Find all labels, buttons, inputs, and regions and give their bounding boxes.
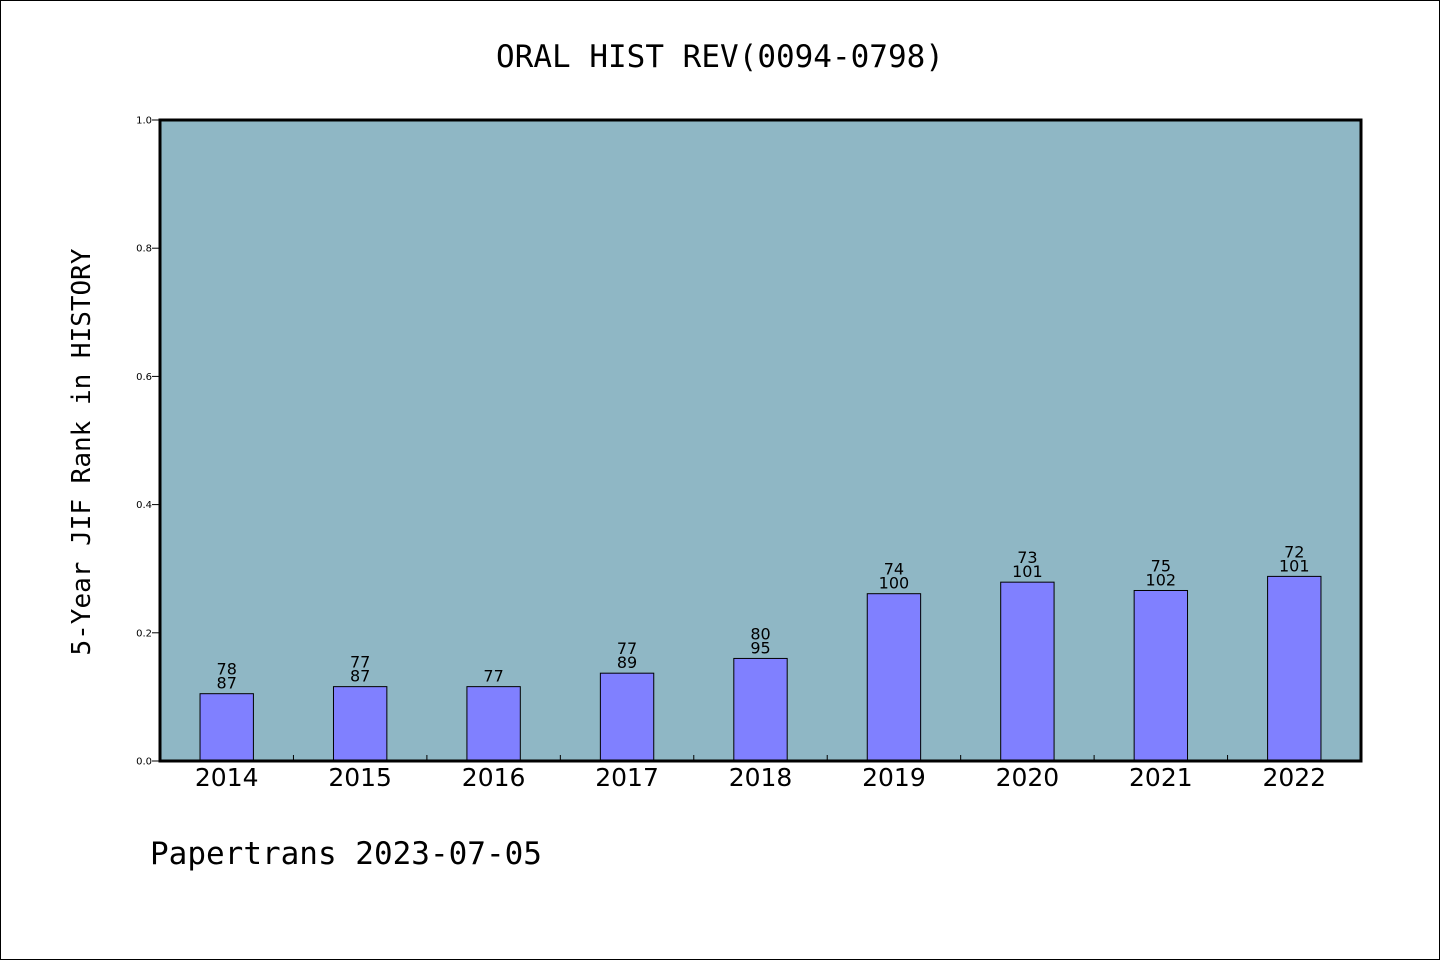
chart-title: ORAL HIST REV(0094-0798) xyxy=(496,39,944,75)
y-axis: 0.0 0.2 0.4 0.6 0.8 1.0 xyxy=(136,116,160,768)
bar-label: 78 xyxy=(217,660,237,679)
x-tick-label: 2014 xyxy=(195,763,259,792)
x-tick-label: 2018 xyxy=(729,763,793,792)
y-tick-label: 0.6 xyxy=(136,372,152,383)
bar-label: 77 xyxy=(483,667,503,686)
y-tick-label: 0.0 xyxy=(136,757,152,768)
y-tick-label: 1.0 xyxy=(136,116,152,127)
bar-label: 87 xyxy=(350,667,370,686)
bar-2022 xyxy=(1267,575,1322,762)
bar-2019 xyxy=(866,593,922,762)
bar-2015 xyxy=(332,686,388,762)
bar-label: 101 xyxy=(1012,562,1043,581)
bars xyxy=(199,575,1322,762)
bar-label: 77 xyxy=(350,653,370,672)
bar-2020 xyxy=(1000,581,1055,762)
bar-label: 80 xyxy=(750,624,770,643)
bar-label: 72 xyxy=(1284,542,1304,561)
bar-2016 xyxy=(466,686,521,762)
x-tick-label: 2017 xyxy=(595,763,659,792)
bar-label: 77 xyxy=(617,639,637,658)
plot-border xyxy=(158,118,1363,763)
x-tick-label: 2021 xyxy=(1129,763,1193,792)
x-tick-label: 2020 xyxy=(996,763,1060,792)
y-tick-label: 0.4 xyxy=(136,500,152,511)
bar-label: 87 xyxy=(217,674,237,693)
bar-label: 100 xyxy=(879,574,910,593)
bar-2014 xyxy=(199,693,254,762)
bar-label: 73 xyxy=(1017,548,1037,567)
x-tick-label: 2016 xyxy=(462,763,526,792)
x-tick-label: 2015 xyxy=(328,763,392,792)
bar-2018 xyxy=(733,657,788,762)
x-tick-label: 2022 xyxy=(1262,763,1326,792)
y-tick-label: 0.2 xyxy=(136,628,152,639)
y-axis-label: 5-Year JIF Rank in HISTORY xyxy=(67,248,97,655)
y-tick-label: 0.8 xyxy=(136,244,152,255)
bar-label: 101 xyxy=(1279,556,1310,575)
bar-label: 75 xyxy=(1151,556,1171,575)
bar-2017 xyxy=(599,672,655,762)
bar-label: 89 xyxy=(617,653,637,672)
bar-label: 102 xyxy=(1146,570,1177,589)
bar-label: 95 xyxy=(750,638,770,657)
bar-2021 xyxy=(1133,589,1189,762)
x-tick-label: 2019 xyxy=(862,763,926,792)
bar-label: 74 xyxy=(884,560,904,579)
footer-text: Papertrans 2023-07-05 xyxy=(150,836,542,872)
x-axis: 2014 2015 2016 2017 2018 2019 2020 2021 2022 xyxy=(195,755,1326,792)
